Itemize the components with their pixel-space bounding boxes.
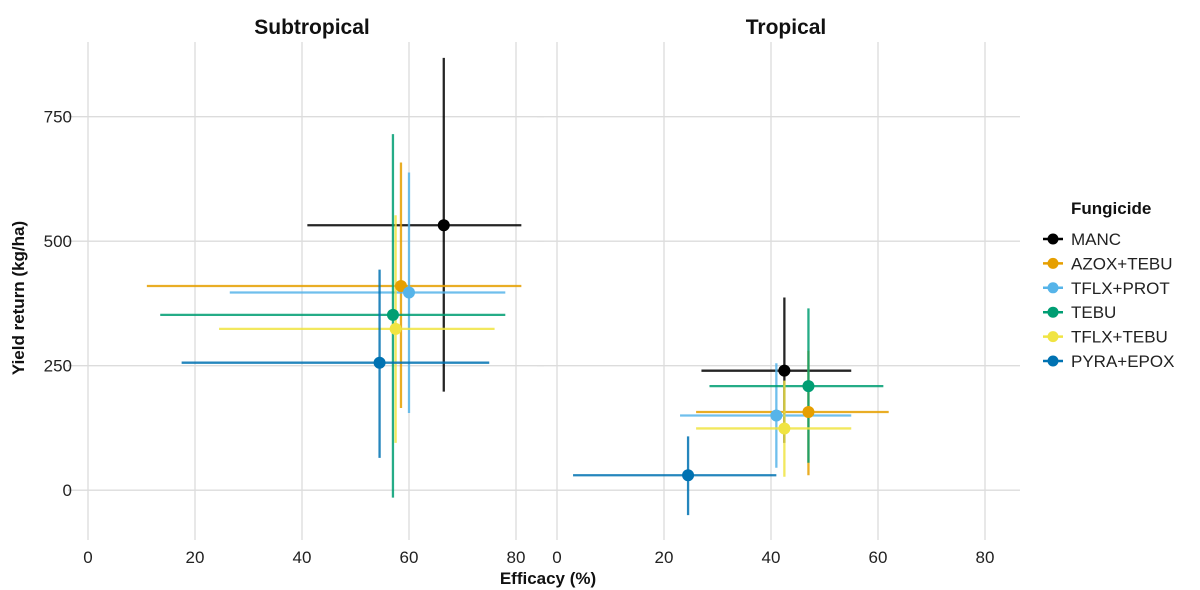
x-tick-label-subtropical-80: 80 [507, 548, 526, 567]
point-tropical-pyra-epox [682, 469, 695, 482]
legend-label-tflx-prot: TFLX+PROT [1071, 279, 1170, 298]
x-tick-label-subtropical-0: 0 [83, 548, 92, 567]
x-axis-title: Efficacy (%) [500, 569, 596, 588]
legend-label-azox-tebu: AZOX+TEBU [1071, 254, 1173, 273]
x-tick-label-subtropical-40: 40 [293, 548, 312, 567]
legend-title: Fungicide [1071, 199, 1151, 218]
point-subtropical-pyra-epox [373, 356, 386, 369]
y-axis-title: Yield return (kg/ha) [9, 221, 28, 375]
legend-label-tebu: TEBU [1071, 303, 1116, 322]
x-tick-label-tropical-20: 20 [655, 548, 674, 567]
legend-key-point-tflx-tebu [1047, 331, 1059, 343]
legend-label-pyra-epox: PYRA+EPOX [1071, 352, 1174, 371]
legend-label-manc: MANC [1071, 230, 1121, 249]
point-subtropical-azox-tebu [394, 280, 407, 293]
y-tick-label-500: 500 [44, 232, 72, 251]
point-tropical-tflx-tebu [778, 422, 791, 435]
point-tropical-tflx-prot [770, 409, 783, 422]
legend-key-point-tebu [1047, 306, 1059, 318]
panel-title-tropical: Tropical [746, 16, 827, 39]
panel-title-subtropical: Subtropical [254, 16, 370, 39]
y-tick-label-0: 0 [63, 481, 72, 500]
point-tropical-manc [778, 364, 791, 377]
legend-label-tflx-tebu: TFLX+TEBU [1071, 328, 1168, 347]
y-tick-label-750: 750 [44, 108, 72, 127]
x-tick-label-subtropical-20: 20 [186, 548, 205, 567]
legend-key-point-pyra-epox [1047, 355, 1059, 367]
point-tropical-tebu [802, 380, 815, 393]
legend-key-point-tflx-prot [1047, 282, 1059, 294]
x-tick-label-subtropical-60: 60 [400, 548, 419, 567]
point-subtropical-tflx-prot [403, 286, 415, 299]
point-subtropical-tflx-tebu [389, 322, 402, 335]
x-tick-label-tropical-60: 60 [869, 548, 888, 567]
x-tick-label-tropical-80: 80 [976, 548, 995, 567]
point-subtropical-manc [437, 219, 450, 232]
x-tick-label-tropical-0: 0 [552, 548, 561, 567]
y-tick-label-250: 250 [44, 357, 72, 376]
point-tropical-azox-tebu [802, 406, 815, 419]
x-tick-label-tropical-40: 40 [762, 548, 781, 567]
point-subtropical-tebu [386, 308, 399, 321]
legend-key-point-manc [1047, 233, 1059, 245]
legend-key-point-azox-tebu [1047, 257, 1059, 269]
